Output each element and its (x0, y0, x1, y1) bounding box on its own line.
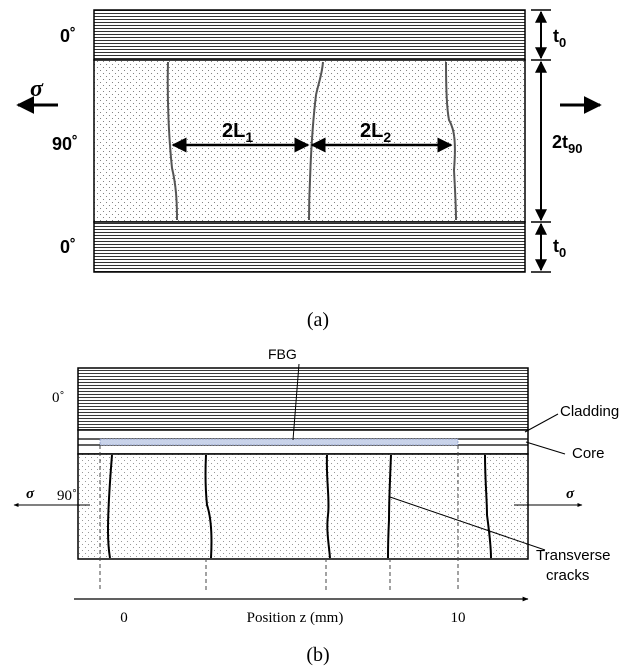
sigma-left-a: σ (30, 76, 44, 102)
cracks-label-line2: cracks (546, 567, 589, 584)
caption-a: (a) (307, 309, 329, 331)
t0-bottom-label: t0 (553, 236, 566, 260)
cladding-pointer (524, 413, 559, 433)
core-label: Core (572, 445, 605, 462)
sigma-left-b: σ (26, 486, 35, 502)
panel-b: FBG 0˚ 90˚ Cladding Core σ σ Transverse … (13, 346, 619, 666)
crack-b-5 (484, 454, 492, 559)
sigma-right-b: σ (566, 486, 575, 502)
cracks-pointer (389, 496, 546, 551)
crack-a-2 (308, 61, 324, 221)
caption-b: (b) (306, 644, 329, 666)
axis-label: Position z (mm) (247, 610, 344, 626)
ply-90-b (77, 453, 529, 560)
core-pointer (525, 441, 566, 455)
axis-tick-0: 0 (120, 610, 128, 626)
label-0-bottom-a: 0˚ (60, 237, 76, 257)
fbg-label: FBG (268, 346, 297, 362)
axis-tick-10: 10 (451, 610, 466, 626)
span-2-label: 2L2 (360, 120, 391, 145)
cracks-label-line1: Transverse (536, 547, 610, 564)
cladding-label: Cladding (560, 403, 619, 420)
crack-b-1 (106, 454, 113, 559)
label-0-top-a: 0˚ (60, 26, 76, 46)
span-1-label: 2L1 (222, 120, 253, 145)
label-0-b: 0˚ (52, 390, 65, 406)
crack-b-3 (325, 454, 331, 559)
t0-top-label: t0 (553, 26, 566, 50)
crack-b-4 (387, 454, 392, 559)
label-90-b: 90˚ (57, 488, 77, 504)
crack-b-2 (204, 454, 213, 559)
ply-0-top-a (93, 9, 526, 61)
panel-a: 2L1 2L2 0˚ 90˚ 0˚ σ t0 2t90 t0 (a) (16, 9, 602, 331)
t90-label: 2t90 (552, 132, 582, 156)
crack-a-1 (166, 61, 178, 221)
label-90-a: 90˚ (52, 134, 78, 154)
ply-0-bottom-a (93, 221, 526, 273)
crack-a-3 (445, 61, 457, 221)
fbg-pointer (292, 363, 300, 441)
ply-0-b (77, 367, 529, 431)
fbg-grating (99, 438, 459, 446)
